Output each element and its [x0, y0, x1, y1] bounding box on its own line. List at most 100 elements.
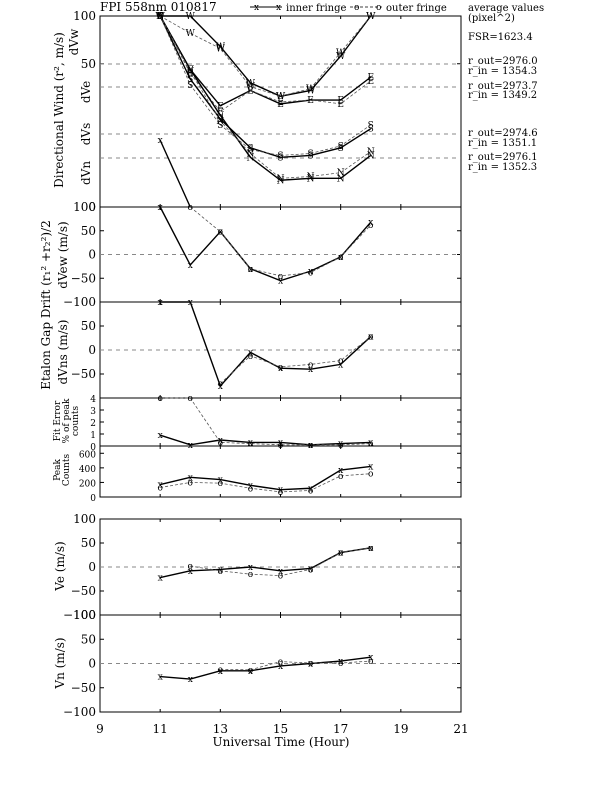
- y-tick-dVew-3: −50: [71, 271, 96, 285]
- point-dVew-outer-3: o: [278, 272, 283, 282]
- point-directional-dVe-outer-1: E: [187, 69, 194, 79]
- s-rout: r_out=2974.6: [468, 128, 538, 139]
- dvns-label: dVns (m/s): [56, 320, 70, 385]
- y-tick-dVns-0: 50: [81, 319, 96, 333]
- point-dVew-outer-1: o: [218, 228, 223, 238]
- point-dVns-outer-3: o: [308, 360, 313, 370]
- point-directional-dVw-inner-7: W: [366, 12, 376, 22]
- point-Vn-inner-4: x: [278, 662, 283, 672]
- point-dVns-outer-2: o: [278, 363, 283, 373]
- y-tick-Vn-1: 50: [81, 632, 96, 646]
- x-tick-label-3: 15: [273, 722, 288, 736]
- legend-inner-marker-2: x: [276, 3, 281, 13]
- point-directional-dVn-inner-2: N: [216, 111, 224, 121]
- x-tick-label-1: 11: [153, 722, 168, 736]
- point-dVns-outer-4: o: [338, 357, 343, 367]
- point-directional-dVs-outer-4: S: [277, 151, 283, 161]
- dir-dve-label: dVe: [79, 81, 93, 103]
- point-directional-dVn-inner-7: N: [367, 151, 375, 161]
- point-directional-dVn-outer-7: N: [367, 148, 375, 158]
- y-tick-Vn-3: −50: [71, 681, 96, 695]
- point-Ve-inner-6: x: [338, 549, 343, 559]
- point-directional-dVe-outer-6: E: [337, 100, 344, 110]
- e-rout: r_out=2973.7: [468, 81, 538, 92]
- point-directional-dVn-outer-4: N: [277, 174, 285, 184]
- series-line-directional-dVw-inner: [160, 15, 372, 97]
- point-dVns-inner-1: x: [188, 298, 193, 308]
- fit-label-1: Fit Error: [53, 400, 63, 441]
- y-tick-peak_counts-3: 0: [90, 494, 96, 504]
- s-rin: r_in = 1351.1: [468, 138, 537, 149]
- point-Vn-inner-7: x: [368, 653, 373, 663]
- point-directional-dVn-inner-3: N: [246, 153, 254, 163]
- point-directional-dVs-inner-5: S: [307, 151, 313, 161]
- series-line-peak_counts-inner: [160, 465, 371, 491]
- y-tick-directional-0: 100: [73, 9, 96, 23]
- point-directional-dVn-outer-5: N: [307, 172, 315, 182]
- y-tick-Ve-0: 100: [73, 512, 96, 526]
- point-dVew-outer-5: o: [338, 253, 343, 263]
- point-fit_error-inner-6: x: [338, 440, 343, 450]
- point-peak_counts-inner-4: x: [278, 486, 283, 496]
- chart-title: FPI 558nm 010817: [100, 0, 217, 14]
- point-directional-dVn-inner-0: N: [156, 12, 164, 22]
- point-directional-dVw-outer-1: W: [186, 29, 196, 39]
- point-directional-dVe-inner-2: E: [217, 102, 224, 112]
- point-directional-dVe-outer-2: E: [217, 108, 224, 118]
- point-directional-dVs-outer-5: S: [307, 150, 313, 160]
- x-tick-label-6: 21: [453, 722, 468, 736]
- point-dVew-outer-2: o: [248, 265, 253, 275]
- point-directional-dVs-inner-4: S: [277, 153, 283, 163]
- y-tick-peak_counts-2: 200: [79, 479, 96, 489]
- vn-ylabel: Vn (m/s): [53, 637, 67, 689]
- fit-label-3: counts: [71, 405, 81, 436]
- avg-title-1: average values: [468, 3, 544, 14]
- y-tick-fit_error-3: 1: [90, 431, 96, 441]
- series-line-directional-dVe-inner: [159, 15, 372, 107]
- point-directional-dVw-outer-5: W: [306, 85, 316, 95]
- point-Vn-outer-1: o: [248, 666, 253, 676]
- gap-ylabel: Etalon Gap Drift (r₁² +r₂²)/2: [39, 220, 53, 389]
- series-line-fit_error-inner: [159, 434, 371, 446]
- point-directional-dVs-outer-1: S: [187, 81, 193, 91]
- series-line-Ve-outer: [190, 547, 371, 577]
- y-tick-Vn-2: 0: [88, 657, 96, 671]
- point-directional-dVn-outer-0: N: [156, 12, 164, 22]
- point-Vn-outer-0: o: [218, 665, 223, 675]
- point-fit_error-inner-7: x: [368, 438, 373, 448]
- peak-label-2: Counts: [62, 454, 72, 487]
- point-directional-dVs-outer-6: S: [338, 142, 344, 152]
- y-tick-dVew-2: 0: [88, 248, 96, 262]
- point-fit_error-outer-0: o: [157, 394, 162, 404]
- series-line-directional-dVn-outer: [159, 15, 371, 179]
- point-directional-dVw-inner-5: W: [306, 86, 316, 96]
- point-dVns-inner-4: x: [278, 364, 283, 374]
- point-dVns-outer-0: o: [218, 380, 223, 390]
- y-tick-dVns-1: 0: [88, 343, 96, 357]
- point-Ve-outer-3: o: [278, 572, 283, 582]
- point-peak_counts-inner-5: x: [308, 484, 313, 494]
- point-Vn-outer-5: o: [368, 657, 373, 667]
- point-fit_error-outer-2: o: [218, 438, 223, 448]
- point-directional-dVe-inner-5: E: [307, 96, 314, 106]
- point-dVew-inner-3: x: [248, 265, 253, 275]
- y-tick-dVew-0: 100: [73, 200, 96, 214]
- point-directional-dVw-outer-3: W: [246, 83, 256, 93]
- x-tick-label-5: 19: [393, 722, 408, 736]
- point-Ve-outer-5: o: [338, 549, 343, 559]
- point-dVns-inner-5: x: [308, 365, 313, 375]
- point-directional-dVe-outer-3: E: [247, 86, 254, 96]
- point-dVns-inner-6: x: [338, 360, 343, 370]
- point-fit_error-inner-4: x: [278, 438, 283, 448]
- legend-outer-label: outer fringe: [386, 3, 447, 14]
- point-directional-dVn-outer-2: N: [216, 117, 224, 127]
- point-Ve-inner-1: x: [188, 567, 193, 577]
- y-tick-fit_error-0: 4: [90, 395, 96, 405]
- y-tick-Ve-3: −50: [71, 584, 96, 598]
- point-directional-dVe-inner-7: E: [367, 73, 374, 83]
- series-line-directional-dVs-outer: [159, 15, 371, 156]
- point-dVew-inner-2: x: [218, 228, 223, 238]
- legend-outer-marker: o: [354, 3, 359, 13]
- point-Ve-outer-1: o: [218, 567, 223, 577]
